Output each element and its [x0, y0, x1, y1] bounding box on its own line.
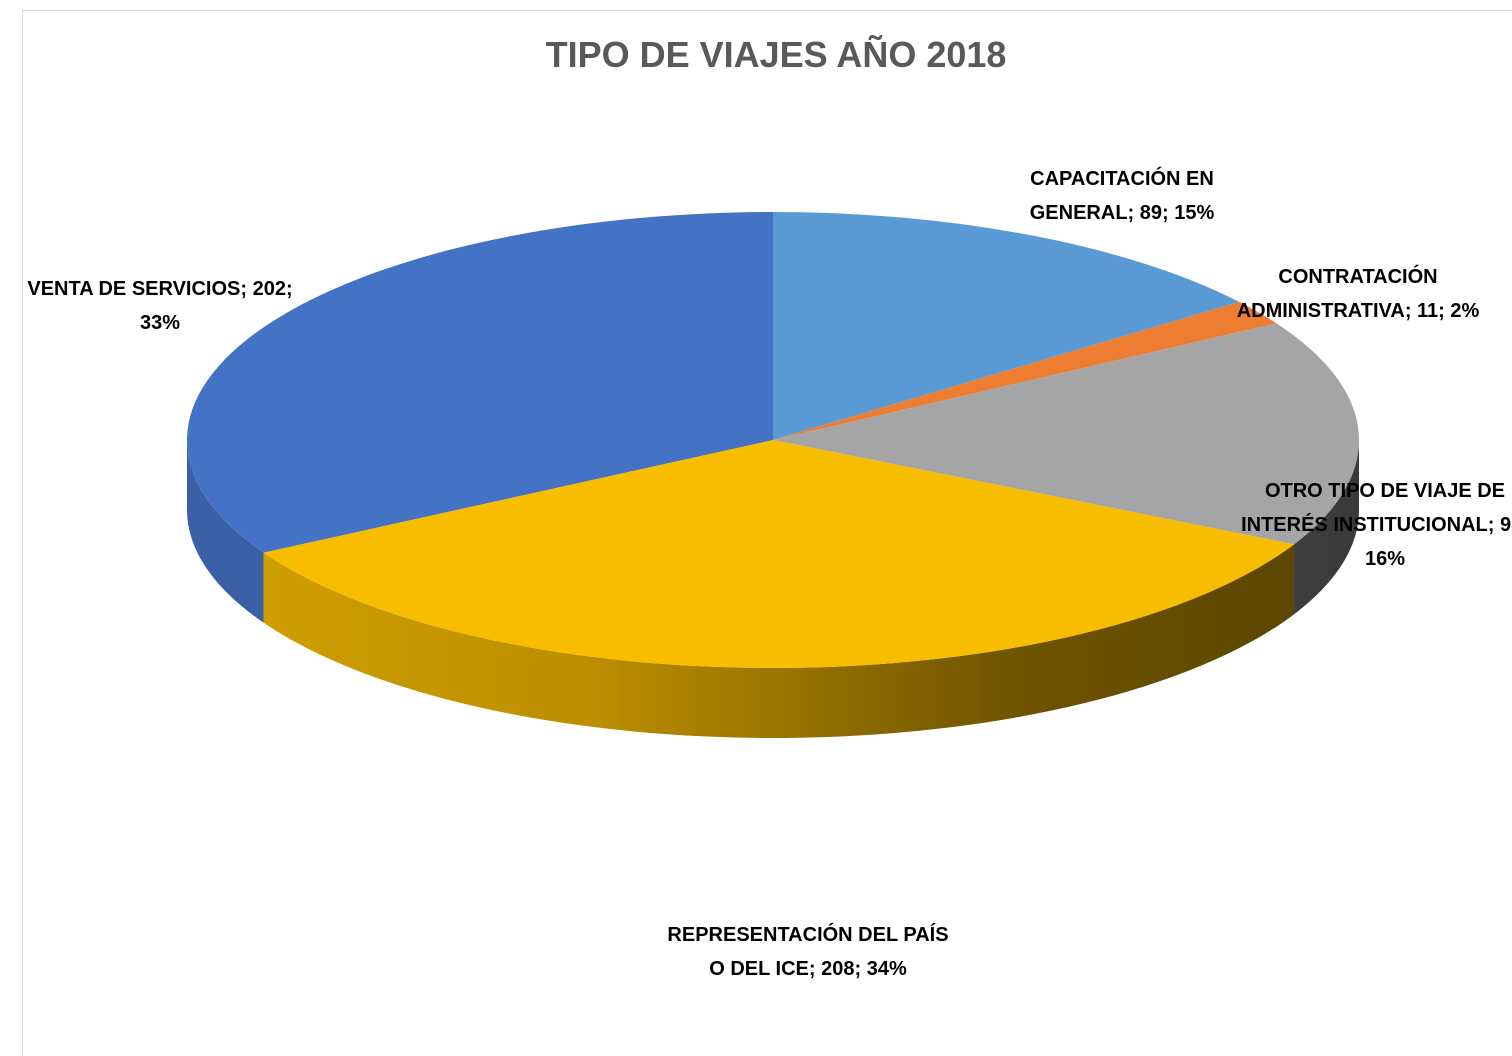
slice-side [263, 544, 1295, 738]
slice [773, 212, 1240, 440]
data-label: OTRO TIPO DE VIAJE DE INTERÉS INSTITUCIO… [1241, 480, 1512, 570]
slice [773, 301, 1277, 440]
chart-title: TIPO DE VIAJES AÑO 2018 [545, 34, 1007, 75]
slice-side [1294, 440, 1359, 615]
slice-side [187, 440, 264, 623]
data-label: CAPACITACIÓN EN GENERAL; 89; 15% [1029, 168, 1215, 224]
slice [186, 212, 774, 553]
slice [263, 440, 1295, 668]
chart-frame [22, 10, 1512, 1056]
data-label: CONTRATACIÓN ADMINISTRATIVA; 11; 2% [1236, 266, 1480, 322]
data-label: VENTA DE SERVICIOS; 202; 33% [27, 278, 293, 334]
slice [773, 323, 1359, 545]
data-label: REPRESENTACIÓN DEL PAÍS O DEL ICE; 208; … [667, 924, 949, 980]
